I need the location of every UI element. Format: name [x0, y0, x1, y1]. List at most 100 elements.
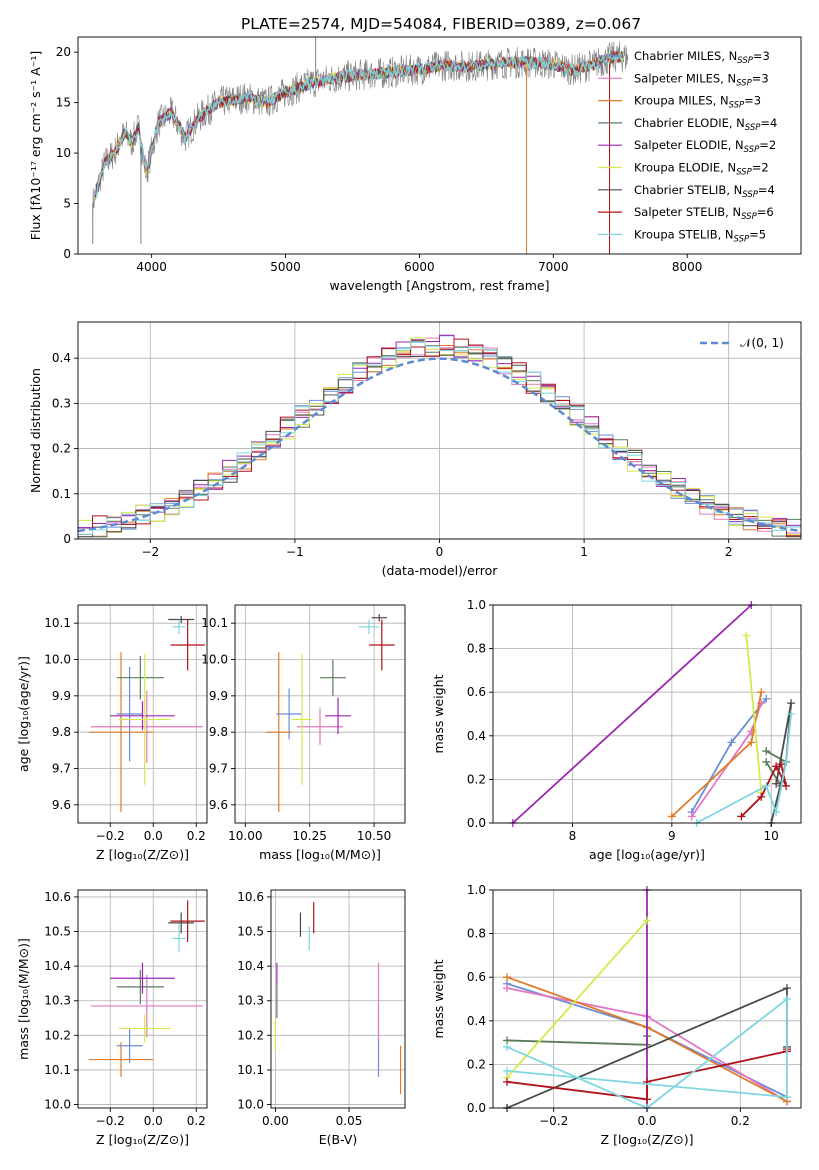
- weight-point: [503, 1077, 511, 1086]
- legend-entry-suffix: =2: [759, 138, 776, 152]
- legend-entry-prefix: Kroupa MILES, N: [634, 94, 729, 108]
- legend-entry-suffix: =5: [749, 227, 766, 241]
- weight-point: [737, 812, 746, 821]
- weight-point: [787, 710, 796, 718]
- x-tick-label: 0: [436, 545, 444, 559]
- weight-point: [783, 984, 791, 993]
- y-tick-label: 1.0: [467, 598, 486, 612]
- y-axis-label: mass weight: [431, 959, 446, 1038]
- x-tick-label: −0.2: [96, 1114, 125, 1128]
- legend-entry: Kroupa MILES, NSSP=3: [634, 94, 761, 111]
- weight-point: [643, 1095, 651, 1104]
- legend-entry-suffix: =3: [753, 49, 770, 63]
- axes-frame: [77, 604, 208, 824]
- legend-entry: Salpeter MILES, NSSP=3: [634, 71, 769, 88]
- y-axis-label: mass [log₁₀(M/M⊙)]: [16, 938, 31, 1060]
- y-tick-label: 0.8: [467, 642, 486, 656]
- x-axis-label: E(B-V): [319, 1132, 358, 1147]
- legend-entry: 𝒩(0, 1): [740, 336, 784, 350]
- y-tick-label: 9.9: [209, 689, 228, 703]
- weight-point: [787, 699, 796, 708]
- x-axis-label: Z [log₁₀(Z/Z⊙)]: [96, 847, 189, 862]
- axes-weight-vs-age: 8 9 10 0.0 0.2 0.4 0.6 0.8 1.0 age [log₁₀(age/yr)…: [431, 598, 802, 862]
- y-tick-label: 0.2: [467, 772, 486, 786]
- y-tick-label: 10.2: [237, 1028, 264, 1042]
- plot-area-residuals: [77, 334, 802, 538]
- y-tick-label: 0.3: [52, 396, 71, 410]
- y-tick-label: 0.6: [467, 970, 486, 984]
- legend-entry: Salpeter STELIB, NSSP=6: [634, 205, 774, 222]
- y-tick-label: 10.1: [44, 616, 71, 630]
- axes-frame: [77, 36, 802, 255]
- plot-area-weight-vs-age: [508, 601, 796, 827]
- x-tick-label: 1: [580, 545, 588, 559]
- weight-line: [506, 919, 648, 1079]
- histogram-step: [78, 341, 801, 535]
- axes-age-vs-Z: −0.2 0.0 0.2 9.6 9.7 9.8 9.9 10.0 10.1 Z [log₁₀(Z…: [16, 604, 208, 862]
- weight-point: [782, 781, 791, 790]
- x-tick-label: −0.2: [539, 1114, 568, 1128]
- y-tick-label: 10.4: [44, 959, 71, 973]
- x-tick-label: 0.0: [144, 1114, 163, 1128]
- x-tick-label: 9: [668, 829, 676, 843]
- legend-entry-prefix: Chabrier MILES, N: [634, 49, 737, 63]
- legend-entry-subscript: SSP: [736, 168, 752, 178]
- y-tick-label: 10.0: [44, 653, 71, 667]
- x-tick-label: −1: [286, 545, 304, 559]
- plot-area-age-vs-Z: [88, 615, 205, 813]
- legend-entry-prefix: Kroupa ELODIE, N: [634, 161, 736, 175]
- axes-weight-vs-Z: −0.2 0.0 0.2 0.0 0.2 0.4 0.6 0.8 1.0 Z [log₁₀(Z/Z…: [431, 883, 802, 1147]
- x-tick-label: 0.00: [262, 1114, 289, 1128]
- y-tick-label: 1.0: [467, 883, 486, 897]
- legend-entry-prefix: Chabrier STELIB, N: [634, 183, 742, 197]
- y-tick-label: 10.3: [237, 994, 264, 1008]
- y-tick-label: 9.6: [52, 798, 71, 812]
- legend-entry-prefix: Kroupa STELIB, N: [634, 227, 734, 241]
- axes-frame: [270, 889, 406, 1109]
- x-tick-label: 0.05: [336, 1114, 363, 1128]
- x-axis-label: wavelength [Angstrom, rest frame]: [329, 278, 549, 293]
- weight-point: [783, 1093, 791, 1102]
- weight-point: [757, 792, 766, 801]
- y-tick-label: 10.1: [237, 1063, 264, 1077]
- y-axis-label: mass weight: [431, 674, 446, 753]
- plot-area-weight-vs-Z: [503, 886, 791, 1112]
- x-tick-label: 0.2: [187, 829, 206, 843]
- x-tick-label: 10.00: [228, 829, 262, 843]
- y-tick-label: 10.0: [44, 1098, 71, 1112]
- legend-entry-subscript: SSP: [737, 56, 753, 66]
- plot-area-mass-vs-ebv: [274, 902, 402, 1095]
- y-tick-label: 10.5: [44, 925, 71, 939]
- weight-point: [762, 694, 771, 703]
- y-tick-label: 0.4: [52, 351, 71, 365]
- y-tick-label: 0.1: [52, 487, 71, 501]
- histogram-step: [78, 338, 801, 537]
- legend-entry-subscript: SSP: [744, 145, 760, 155]
- weight-point: [762, 747, 771, 756]
- x-tick-label: −0.2: [96, 829, 125, 843]
- y-tick-label: 0.0: [467, 1101, 486, 1115]
- y-tick-label: 10.0: [237, 1098, 264, 1112]
- y-tick-label: 9.8: [209, 725, 228, 739]
- x-tick-label: 8000: [672, 260, 703, 274]
- x-tick-label: 5000: [270, 260, 301, 274]
- y-axis-label: Flux [fλ10⁻¹⁷ erg cm⁻² s⁻¹ A⁻¹]: [28, 51, 43, 240]
- plot-area-mass-vs-Z: [88, 900, 205, 1077]
- weight-line: [512, 604, 752, 824]
- legend-entry-subscript: SSP: [736, 78, 752, 88]
- x-tick-label: 2: [725, 545, 733, 559]
- y-tick-label: 9.7: [52, 762, 71, 776]
- y-tick-label: 10.0: [201, 653, 228, 667]
- y-axis-label: age [log₁₀(age/yr)]: [16, 656, 31, 772]
- x-axis-label: (data-model)/error: [382, 563, 499, 578]
- y-tick-label: 0.8: [467, 927, 486, 941]
- legend-entry-subscript: SSP: [745, 123, 761, 133]
- x-tick-label: 10: [764, 829, 779, 843]
- legend-entry-prefix: Salpeter MILES, N: [634, 71, 736, 85]
- x-tick-label: 0.0: [144, 829, 163, 843]
- legend-entry: Salpeter ELODIE, NSSP=2: [634, 138, 776, 155]
- x-tick-label: 4000: [136, 260, 167, 274]
- legend-entry-prefix: Chabrier ELODIE, N: [634, 116, 745, 130]
- histogram-step: [78, 337, 801, 538]
